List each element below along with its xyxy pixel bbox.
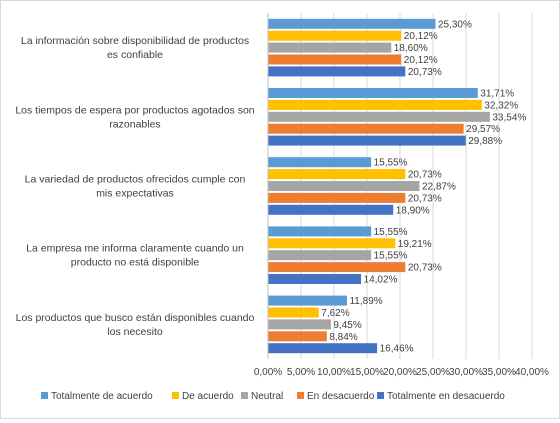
category-label: La empresa me informa claramente cuando … [26, 243, 244, 269]
data-label: 11,89% [349, 296, 382, 307]
x-tick-label: 0,00% [254, 367, 282, 378]
data-label: 9,45% [333, 320, 361, 331]
category-label: Los tiempos de espera por productos agot… [15, 104, 254, 130]
legend-label: Neutral [251, 391, 283, 402]
data-label: 8,84% [329, 332, 357, 343]
x-tick-label: 30,00% [449, 367, 483, 378]
data-label: 7,62% [321, 308, 349, 319]
bar [268, 274, 362, 284]
legend-swatch [297, 392, 304, 399]
bar [268, 54, 402, 65]
data-label: 25,30% [438, 19, 472, 30]
data-label: 20,73% [408, 263, 442, 274]
bar [268, 295, 347, 306]
bar [268, 169, 406, 180]
data-label: 31,71% [480, 89, 514, 100]
bar [268, 238, 396, 249]
x-axis: 0,00% 5,00% 10,00% 15,00% 20,00% 25,00% 30,00%… [254, 13, 549, 378]
bar [268, 157, 372, 168]
bar [268, 111, 490, 122]
legend-swatch [377, 392, 384, 399]
legend-label: Totalmente de acuerdo [51, 391, 153, 402]
data-label: 19,21% [398, 239, 432, 250]
bar [268, 18, 436, 29]
data-label: 32,32% [484, 100, 518, 111]
x-tick-label: 20,00% [383, 367, 417, 378]
bars [268, 18, 490, 354]
category-label: La variedad de productos ofrecidos cumpl… [25, 174, 246, 200]
data-label: 33,54% [492, 112, 526, 123]
x-tick-label: 25,00% [416, 367, 450, 378]
data-labels: 25,30%20,12%18,60%20,12%20,73%31,71%32,3… [321, 19, 526, 354]
data-label: 15,55% [374, 251, 408, 262]
bar [268, 262, 406, 273]
bar [268, 204, 394, 215]
legend-swatch [172, 392, 179, 399]
data-label: 18,90% [396, 205, 430, 216]
data-label: 16,46% [380, 344, 414, 355]
bar [268, 66, 406, 77]
data-label: 20,73% [408, 193, 442, 204]
legend-label: De acuerdo [182, 391, 234, 402]
x-tick-label: 10,00% [317, 367, 351, 378]
x-tick-label: 15,00% [350, 367, 384, 378]
x-tick-label: 40,00% [515, 367, 549, 378]
data-label: 18,60% [394, 43, 428, 54]
data-label: 29,57% [466, 124, 500, 135]
bar [268, 30, 402, 41]
data-label: 15,55% [374, 158, 408, 169]
data-label: 14,02% [364, 275, 398, 286]
bar [268, 343, 378, 354]
data-label: 20,12% [404, 55, 438, 66]
bar [268, 250, 372, 261]
x-tick-label: 5,00% [287, 367, 315, 378]
bar [268, 42, 392, 53]
x-tick-label: 35,00% [482, 367, 516, 378]
legend-label: En desacuerdo [307, 391, 375, 402]
data-label: 20,12% [404, 31, 438, 42]
bar [268, 319, 331, 330]
category-labels: La información sobre disponibilidad de p… [15, 35, 254, 338]
data-label: 15,55% [374, 227, 408, 238]
category-label: Los productos que busco están disponible… [16, 312, 255, 338]
bar [268, 181, 420, 191]
data-label: 20,73% [408, 67, 442, 78]
bar [268, 123, 464, 134]
data-label: 29,88% [468, 136, 502, 147]
category-label: La información sobre disponibilidad de p… [21, 35, 249, 61]
bar [268, 331, 327, 342]
bar [268, 307, 319, 318]
bar [268, 135, 466, 146]
bar [268, 226, 372, 237]
legend-swatch [41, 392, 48, 399]
bar [268, 88, 478, 98]
bar [268, 99, 482, 110]
data-label: 20,73% [408, 170, 442, 181]
legend-swatch [241, 392, 248, 399]
bar [268, 192, 406, 203]
legend-label: Totalmente en desacuerdo [387, 391, 505, 402]
data-label: 22,87% [422, 182, 456, 193]
legend: Totalmente de acuerdo De acuerdo Neutral En… [41, 391, 505, 402]
